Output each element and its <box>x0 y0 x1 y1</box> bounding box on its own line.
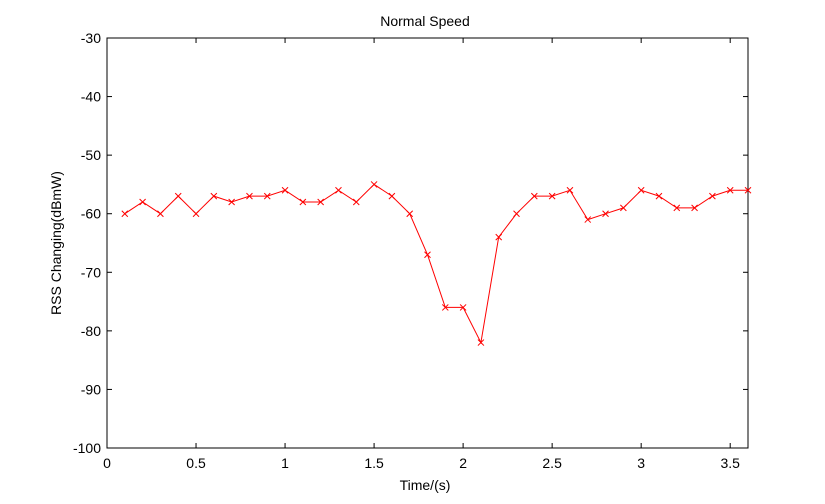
data-point-marker <box>655 192 663 200</box>
data-point-marker <box>388 192 396 200</box>
y-tick-label: -60 <box>81 206 101 222</box>
data-point-marker <box>210 192 218 200</box>
data-point-marker <box>335 186 342 194</box>
data-point-marker <box>530 192 538 200</box>
data-point-marker <box>620 204 627 212</box>
data-point-marker <box>637 186 645 194</box>
x-tick-label: 2.5 <box>542 455 562 471</box>
x-tick-label: 1.5 <box>364 455 384 471</box>
y-axis-title: RSS Changing(dBmW) <box>48 171 64 315</box>
x-tick-label: 2 <box>459 455 467 471</box>
data-point-marker <box>744 186 752 194</box>
y-tick-label: -100 <box>73 440 101 456</box>
data-point-marker <box>566 186 574 194</box>
data-point-marker <box>370 181 378 188</box>
data-point-marker <box>406 210 414 218</box>
data-point-marker <box>299 198 307 206</box>
data-point-marker <box>424 251 431 259</box>
x-tick-label: 1 <box>281 455 289 471</box>
x-tick-label: 3.5 <box>720 455 740 471</box>
data-point-marker <box>139 198 146 206</box>
data-point-marker <box>709 192 716 200</box>
data-point-marker <box>192 210 200 218</box>
x-tick-label: 0 <box>103 455 111 471</box>
data-point-marker <box>602 210 609 218</box>
data-point-marker <box>281 186 289 194</box>
data-point-marker <box>157 210 164 218</box>
data-point-marker <box>726 186 734 194</box>
data-point-marker <box>673 204 681 212</box>
data-point-marker <box>459 304 467 311</box>
y-tick-label: -90 <box>81 381 101 397</box>
data-point-marker <box>121 210 129 218</box>
data-point-marker <box>246 192 253 200</box>
data-point-marker <box>352 198 360 206</box>
x-tick-label: 3 <box>637 455 645 471</box>
chart-title: Normal Speed <box>380 13 470 29</box>
data-point-marker <box>228 198 235 206</box>
data-point-marker <box>441 304 449 311</box>
y-axis: -100 -90 -80 -70 -60 -50 -40 -30 <box>73 30 748 456</box>
data-point-marker <box>174 192 182 200</box>
y-tick-label: -50 <box>81 147 101 163</box>
y-tick-label: -30 <box>81 30 101 46</box>
data-point-marker <box>495 233 503 241</box>
data-point-marker <box>477 339 485 346</box>
data-point-marker <box>513 210 520 218</box>
y-tick-label: -80 <box>81 323 101 339</box>
data-point-marker <box>263 192 271 200</box>
series-layer <box>121 181 752 346</box>
x-axis: 0 0.5 1 1.5 2 2.5 3 3.5 <box>103 38 740 471</box>
data-point-marker <box>317 198 325 206</box>
data-point-marker <box>691 204 698 212</box>
data-point-marker <box>584 216 592 223</box>
x-axis-title: Time/(s) <box>400 477 451 493</box>
y-tick-label: -70 <box>81 264 101 280</box>
plot-area <box>106 37 749 449</box>
data-point-marker <box>548 192 556 200</box>
x-tick-label: 0.5 <box>186 455 206 471</box>
series-line <box>124 183 748 345</box>
y-tick-label: -40 <box>81 89 101 105</box>
